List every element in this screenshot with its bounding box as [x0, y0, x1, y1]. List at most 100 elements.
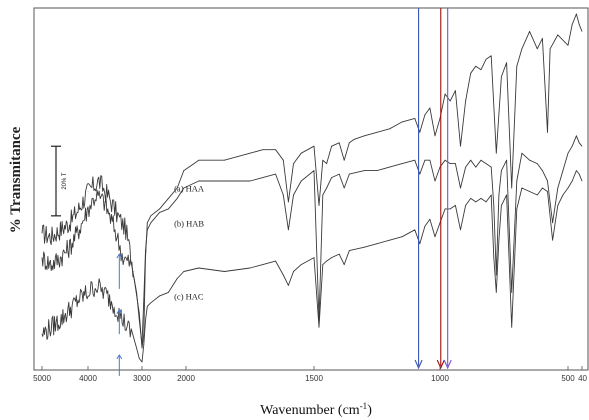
series-point: [282, 159, 284, 161]
reference-lines-layer: [414, 8, 452, 370]
series-point: [78, 298, 80, 300]
series-point: [59, 257, 62, 259]
series-point: [490, 55, 492, 57]
series-point: [138, 357, 140, 360]
series-point: [249, 267, 251, 269]
series-point: [326, 163, 328, 165]
series-point: [198, 180, 200, 182]
series-point: [103, 291, 105, 293]
series-point: [578, 173, 580, 175]
series-point: [536, 163, 538, 165]
series-point: [500, 170, 502, 172]
series-point: [322, 159, 324, 161]
series-point: [485, 201, 487, 203]
series-point: [282, 194, 284, 196]
series-point: [500, 76, 502, 78]
series-point: [122, 319, 124, 321]
series-point: [485, 163, 487, 165]
series-point: [401, 236, 403, 238]
series-point: [571, 180, 573, 182]
series-point: [567, 152, 569, 154]
series-point: [449, 100, 451, 102]
x-tick-label: 40: [578, 374, 587, 383]
series-point: [475, 65, 477, 67]
series-point: [424, 114, 426, 116]
series-point: [500, 204, 502, 206]
series-point: [292, 270, 295, 273]
series-point: [133, 270, 135, 273]
series-point: [143, 344, 145, 346]
series-point: [546, 131, 549, 133]
series-point: [282, 274, 284, 276]
series-point: [150, 222, 152, 224]
reference-arrowhead: [414, 359, 423, 370]
series-point: [103, 201, 105, 203]
series-point: [546, 180, 549, 182]
series-point: [141, 347, 143, 349]
series-point: [87, 291, 89, 293]
series-point: [117, 215, 119, 217]
x-axis-label-superscript: -1: [360, 401, 368, 411]
series-point: [159, 211, 161, 213]
series-point: [495, 152, 497, 154]
series-point: [292, 163, 295, 165]
oh-arrows-layer: [116, 253, 123, 376]
series-point: [50, 236, 52, 238]
series-point: [141, 361, 143, 363]
series-point: [338, 173, 340, 175]
series-point: [159, 295, 161, 297]
series-point: [567, 44, 569, 46]
reference-arrowhead: [436, 359, 445, 370]
series-point: [429, 107, 431, 109]
series-point: [376, 243, 378, 245]
series-point: [262, 177, 264, 179]
series-point: [454, 90, 456, 92]
spectra-layer: (a) HAA (b) HAB (c) HAC: [41, 13, 583, 363]
reference-arrowhead: [443, 359, 452, 370]
series-point: [521, 152, 523, 154]
series-point: [275, 149, 277, 151]
series-point: [98, 180, 100, 182]
series-point: [109, 298, 111, 300]
series-point: [41, 333, 43, 335]
series-point: [557, 187, 559, 189]
x-axis-label: Wavenumber (cm-1): [260, 401, 372, 418]
series-label: (b) HAB: [174, 218, 204, 228]
series-point: [167, 208, 169, 210]
series-point: [331, 257, 333, 259]
series-point: [292, 194, 295, 196]
series-point: [50, 326, 52, 328]
series-point: [581, 145, 583, 147]
series-point: [541, 37, 544, 40]
series-point: [114, 229, 116, 231]
series-point: [150, 302, 152, 304]
series-point: [338, 142, 340, 144]
scale-bar-label: 20% T: [62, 172, 68, 190]
series-point: [536, 194, 538, 196]
series-point: [578, 142, 580, 144]
series-point: [376, 170, 378, 172]
series-point: [136, 347, 138, 349]
series-point: [575, 13, 578, 15]
series-point: [130, 333, 132, 335]
series-point: [300, 152, 302, 154]
series-point: [521, 48, 523, 50]
series-point: [449, 208, 451, 210]
series-point: [444, 93, 446, 95]
series-point: [223, 180, 225, 182]
series-point: [183, 187, 185, 189]
series-point: [578, 23, 580, 25]
series-point: [493, 257, 495, 259]
series-point: [146, 229, 148, 231]
series-point: [249, 152, 251, 154]
series-point: [300, 264, 302, 266]
series-point: [490, 194, 492, 196]
series-line: [41, 135, 583, 346]
series-point: [109, 197, 111, 199]
series-point: [322, 264, 324, 266]
oh-arrowhead: [116, 253, 123, 259]
series-point: [87, 190, 89, 193]
series-point: [343, 187, 345, 189]
series-point: [130, 264, 132, 266]
